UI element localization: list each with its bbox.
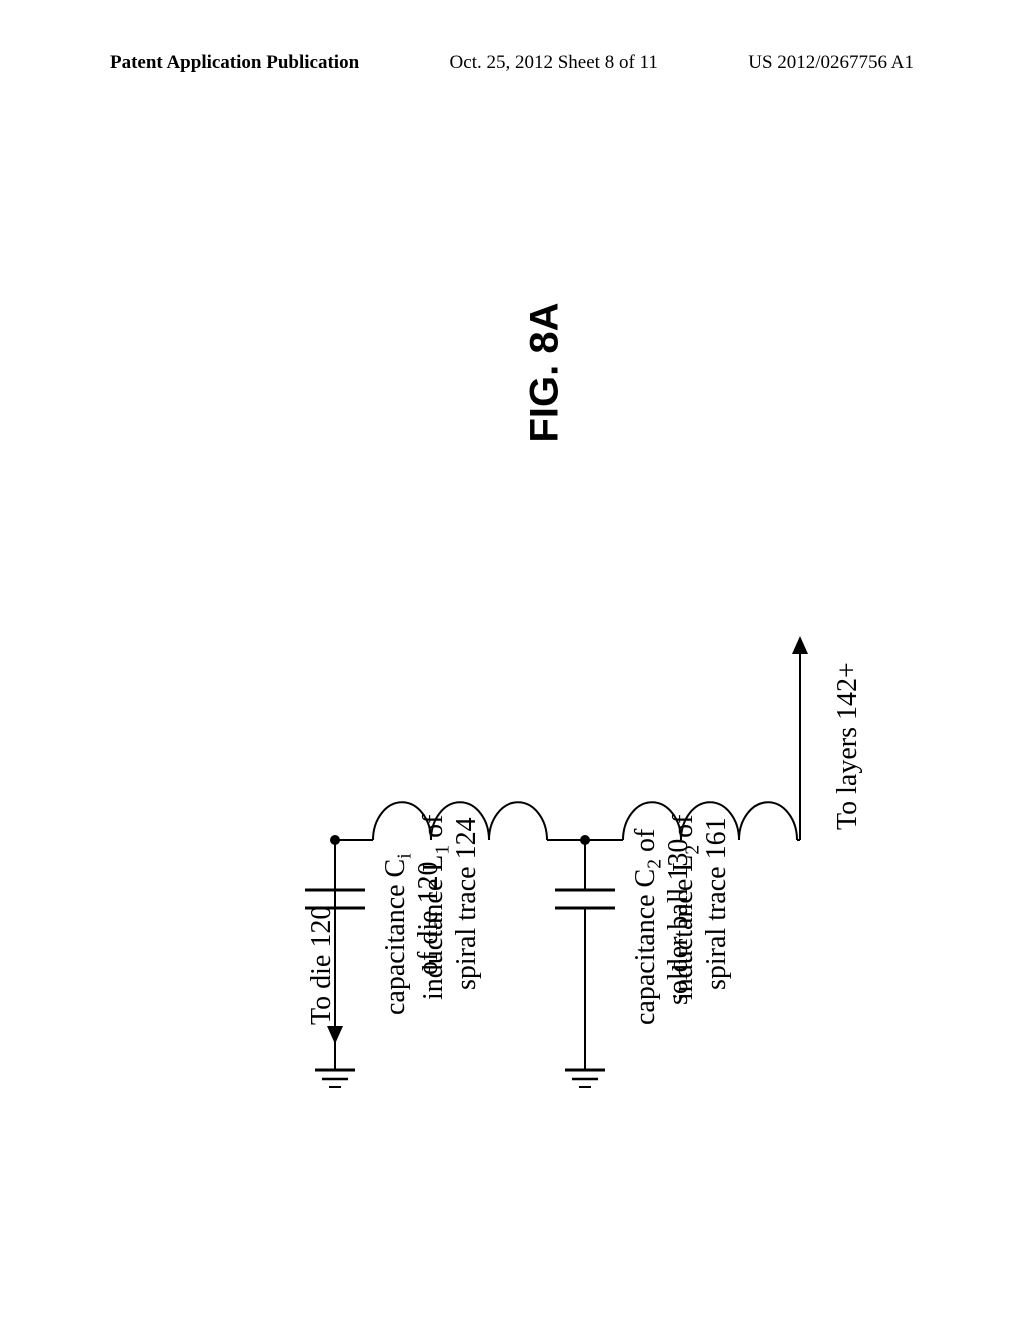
label-capacitance-C2-line1: capacitance C2 of <box>630 829 667 1025</box>
header-pubno: US 2012/0267756 A1 <box>748 52 914 74</box>
label-inductance-L2-line2: spiral trace 161 <box>701 817 733 990</box>
label-capacitance-C1-line1: capacitance Ci <box>380 853 417 1015</box>
header-label: Patent Application Publication <box>110 52 359 74</box>
label-to-layers: To layers 142+ <box>832 662 864 830</box>
label-to-die: To die 120 <box>306 906 338 1025</box>
label-capacitance-C2-line2: solder ball 130 <box>663 839 695 1005</box>
header-date: Oct. 25, 2012 Sheet 8 of 11 <box>450 52 658 74</box>
label-inductance-L1-line2: spiral trace 124 <box>451 817 483 990</box>
page-header: Patent Application Publication Oct. 25, … <box>0 52 1024 74</box>
label-capacitance-C1-line2: of die 120 <box>413 861 445 975</box>
